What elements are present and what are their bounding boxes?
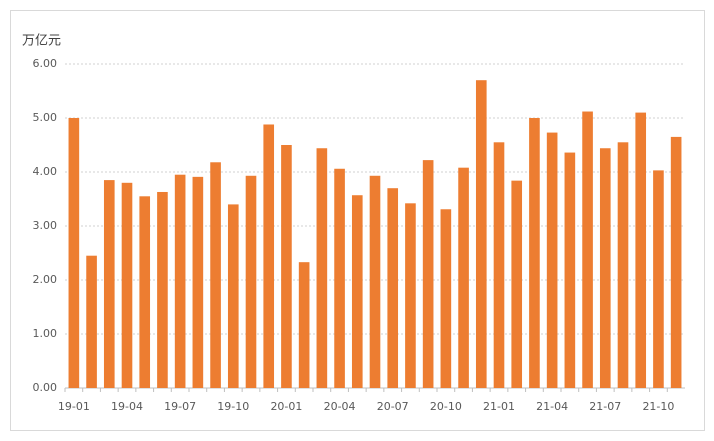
bar — [387, 188, 399, 388]
x-tick-label: 20-01 — [270, 400, 302, 413]
bar — [458, 167, 469, 388]
x-tick-label: 19-04 — [111, 400, 143, 413]
bar — [316, 148, 328, 388]
bar — [599, 148, 611, 388]
bar — [227, 204, 239, 388]
x-tick-label: 20-07 — [377, 400, 409, 413]
y-tick-label: 4.00 — [33, 165, 58, 178]
bar — [670, 136, 682, 388]
bar — [546, 132, 558, 388]
bar — [121, 182, 133, 388]
y-tick-label: 0.00 — [33, 381, 58, 394]
x-tick-label: 21-04 — [536, 400, 568, 413]
x-tick-label: 20-10 — [430, 400, 462, 413]
bar — [298, 262, 310, 388]
bar — [369, 175, 381, 388]
bar — [529, 118, 540, 388]
x-tick-label: 19-10 — [217, 400, 249, 413]
x-tick-label: 21-07 — [589, 400, 621, 413]
bar — [582, 111, 593, 389]
x-tick-label: 19-07 — [164, 400, 196, 413]
y-tick-label: 1.00 — [33, 327, 58, 340]
bar — [281, 145, 292, 388]
bar — [210, 162, 221, 388]
y-tick-label: 2.00 — [33, 273, 58, 286]
y-tick-label: 5.00 — [33, 111, 58, 124]
bar — [192, 176, 204, 388]
bar — [511, 180, 523, 388]
bar — [245, 175, 257, 388]
bar — [68, 118, 80, 388]
bar — [635, 112, 647, 388]
x-tick-label: 20-04 — [324, 400, 356, 413]
bar — [493, 142, 505, 388]
bar — [263, 124, 275, 388]
bar — [405, 203, 416, 388]
bar — [653, 170, 664, 388]
y-tick-label: 6.00 — [33, 57, 58, 70]
x-tick-label: 19-01 — [58, 400, 90, 413]
bar — [174, 174, 186, 388]
bar — [422, 160, 434, 388]
bar — [86, 255, 97, 388]
bar — [564, 152, 576, 388]
bar — [351, 195, 363, 388]
bar — [103, 180, 115, 388]
bar — [440, 209, 452, 388]
bar — [475, 80, 487, 388]
bar — [617, 142, 629, 388]
bar — [139, 196, 151, 388]
bar — [157, 191, 168, 388]
y-tick-label: 3.00 — [33, 219, 58, 232]
y-axis-unit: 万亿元 — [22, 34, 61, 49]
bar — [334, 168, 345, 388]
x-tick-label: 21-10 — [642, 400, 674, 413]
x-tick-label: 21-01 — [483, 400, 515, 413]
